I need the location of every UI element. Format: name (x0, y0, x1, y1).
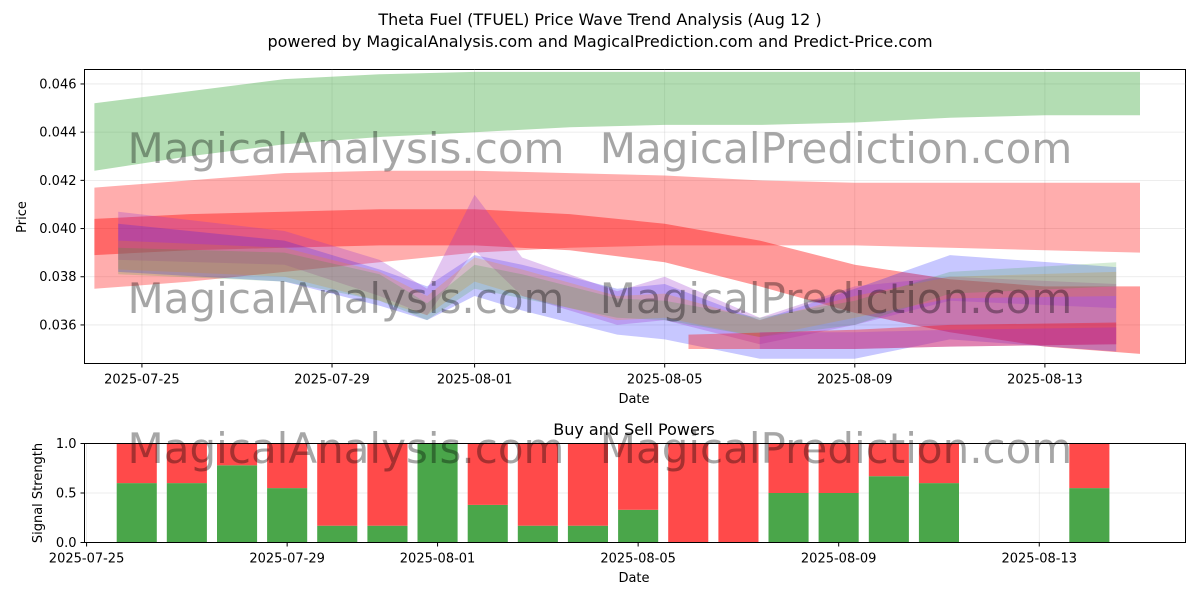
x-tick-label: 2025-08-13 (1007, 373, 1083, 388)
wave-band-orange (118, 240, 1117, 337)
y-tick-label: 0.036 (39, 318, 76, 333)
sell-bar (1069, 443, 1110, 489)
signal-panel: Buy and Sell Powers 2025-07-25 2025-07-29… (31, 420, 1186, 586)
price-y-axis: 0.036 0.038 0.040 0.042 0.044 0.046 (39, 77, 85, 333)
buy-bar (367, 525, 408, 543)
wave-band-red (688, 322, 1117, 349)
sell-bar (768, 443, 809, 493)
watermark-text: MagicalAnalysis.com (128, 274, 565, 323)
buy-bar (918, 483, 959, 543)
signal-title: Buy and Sell Powers (553, 420, 715, 439)
sell-bar (517, 443, 558, 526)
sell-bar (718, 443, 759, 543)
y-tick-label: 1.0 (56, 437, 77, 452)
wave-band-purple (118, 194, 1117, 345)
buy-bar (868, 476, 909, 543)
sell-bar (116, 443, 157, 484)
price-panel-frame (84, 69, 1186, 364)
price-x-label: Date (618, 392, 649, 407)
sell-bar (217, 443, 258, 466)
buy-bar (517, 525, 558, 543)
buy-bar (166, 483, 207, 543)
watermark-text: MagicalPrediction.com (600, 424, 1073, 473)
sell-bar (868, 443, 909, 477)
y-tick-label: 0.0 (56, 536, 77, 551)
sell-bar (618, 443, 659, 510)
sell-bar (668, 443, 709, 543)
x-tick-label: 2025-08-05 (600, 552, 676, 567)
x-tick-label: 2025-08-09 (801, 552, 877, 567)
price-y-label: Price (15, 201, 30, 233)
y-tick-label: 0.044 (39, 126, 76, 141)
watermark-text: MagicalAnalysis.com (128, 124, 565, 173)
sell-bar (267, 443, 308, 489)
signal-y-label: Signal Strength (31, 443, 46, 543)
buy-bar (116, 483, 157, 543)
sell-bar (918, 443, 959, 484)
buy-bar (217, 465, 258, 543)
sell-bar (317, 443, 358, 526)
price-wave-bands (94, 71, 1140, 359)
buy-bar (267, 488, 308, 543)
watermark-text: MagicalPrediction.com (600, 124, 1073, 173)
price-x-axis: 2025-07-25 2025-07-29 2025-08-01 2025-08-05… (104, 363, 1083, 388)
x-tick-label: 2025-08-13 (1001, 552, 1077, 567)
y-tick-label: 0.040 (39, 222, 76, 237)
x-tick-label: 2025-07-29 (294, 373, 370, 388)
x-tick-label: 2025-08-05 (627, 373, 703, 388)
x-tick-label: 2025-08-01 (437, 373, 513, 388)
signal-y-axis: 0.0 0.5 1.0 (56, 437, 85, 551)
y-tick-label: 0.038 (39, 270, 76, 285)
sell-bar (166, 443, 207, 484)
buy-bar (618, 509, 659, 543)
y-tick-label: 0.046 (39, 77, 76, 92)
buy-bar (818, 493, 859, 543)
x-tick-label: 2025-08-09 (817, 373, 893, 388)
buy-bar (768, 493, 809, 543)
wave-band-green (94, 71, 1140, 171)
signal-x-label: Date (618, 571, 649, 586)
sell-bar (367, 443, 408, 526)
watermark-text: MagicalPrediction.com (600, 274, 1073, 323)
x-tick-label: 2025-07-29 (249, 552, 325, 567)
y-tick-label: 0.5 (56, 487, 77, 502)
signal-bars (116, 443, 1110, 543)
chart-subtitle: powered by MagicalAnalysis.com and Magic… (267, 32, 932, 51)
wave-band-purple (759, 327, 1117, 349)
buy-bar (317, 525, 358, 543)
wave-band-red (94, 170, 1140, 289)
sell-bar (818, 443, 859, 493)
x-tick-label: 2025-07-25 (104, 373, 180, 388)
y-tick-label: 0.042 (39, 174, 76, 189)
signal-x-axis: 2025-07-25 2025-07-29 2025-08-01 2025-08-05… (49, 542, 1077, 567)
buy-bar (567, 525, 608, 543)
wave-band-green (118, 247, 1117, 337)
buy-bar (467, 504, 508, 543)
watermarks: MagicalAnalysis.com MagicalPrediction.co… (128, 124, 1073, 473)
buy-bar (417, 443, 458, 543)
wave-band-red (94, 209, 1140, 354)
buy-bar (1069, 488, 1110, 543)
price-grid (84, 69, 1186, 364)
wave-band-blue (118, 223, 1117, 359)
sell-bar (467, 443, 508, 505)
x-tick-label: 2025-07-25 (49, 552, 125, 567)
x-tick-label: 2025-08-01 (400, 552, 476, 567)
sell-bar (567, 443, 608, 526)
price-panel: 2025-07-25 2025-07-29 2025-08-01 2025-08-05… (15, 69, 1186, 407)
watermark-text: MagicalAnalysis.com (128, 424, 565, 473)
chart-title: Theta Fuel (TFUEL) Price Wave Trend Anal… (377, 10, 821, 29)
